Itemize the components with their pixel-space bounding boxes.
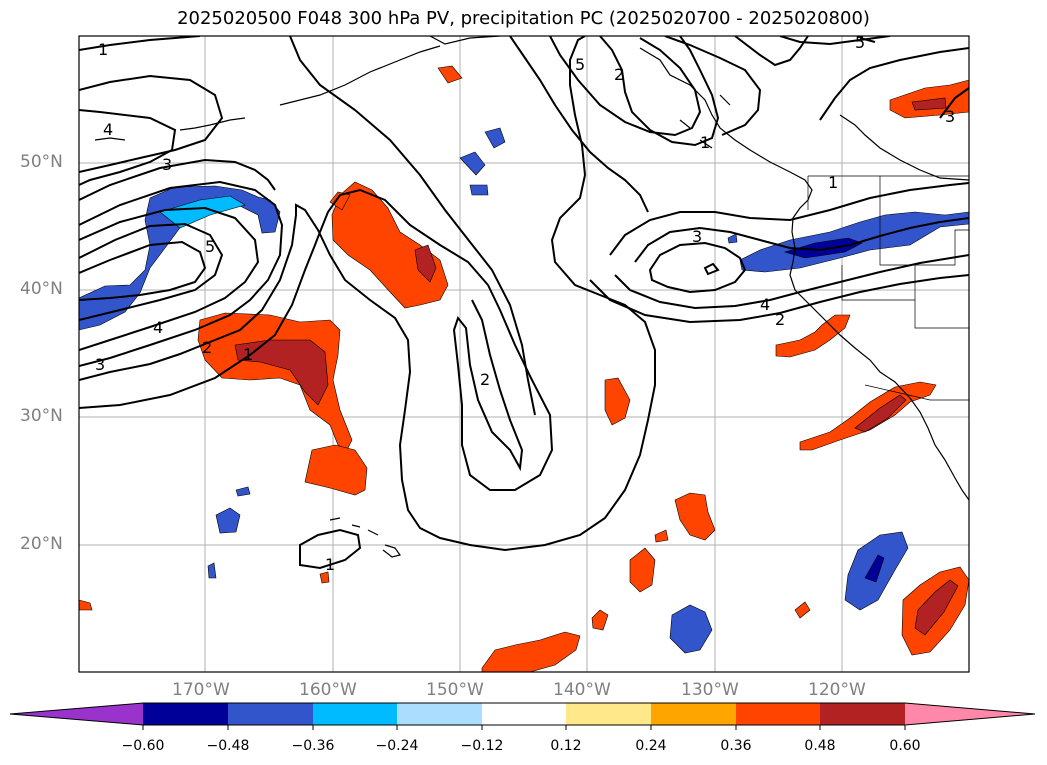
colorbar-tick-label: 0.60 [889,738,921,754]
contour-label: 1 [243,345,253,364]
colorbar-segment [10,703,143,725]
contour-label: 4 [103,120,113,139]
contour-label: 5 [575,55,585,74]
lat-label-20n: 20°N [20,534,63,554]
contour-label: 1 [700,133,710,152]
lon-label-120w: 120°W [808,680,866,700]
colorbar-tick-label: −0.12 [460,738,504,754]
contour-label: 5 [205,237,215,256]
map-title: 2025020500 F048 300 hPa PV, precipitatio… [177,8,870,29]
pv-contours [79,36,969,570]
contour-label: 3 [162,155,172,174]
colorbar-segment [228,703,313,725]
colorbar-tick-label: −0.24 [375,738,419,754]
negative-area-west [79,185,281,331]
contour-label: 2 [775,310,785,329]
contour-label: 3 [692,227,702,246]
contour-label: 2 [480,370,490,389]
colorbar-tick-label: −0.36 [291,738,335,754]
gridlines [79,36,969,672]
lat-label-30n: 30°N [20,406,63,426]
contour-label: 2 [614,65,624,84]
colorbar-tick-label: 0.12 [550,738,582,754]
positive-precip-areas [79,65,969,672]
lon-label-150w: 150°W [426,680,484,700]
contour-label: 1 [98,40,108,59]
lon-label-160w: 160°W [299,680,357,700]
lon-label-170w: 170°W [172,680,230,700]
colorbar-segment [651,703,736,725]
colorbar-segment [736,703,820,725]
colorbar-segment [905,703,1035,725]
contour-labels: 1 2 3 4 5 1 2 3 4 5 2 1 3 4 2 1 5 3 1 [95,33,955,574]
lon-label-130w: 130°W [681,680,739,700]
negative-precip-areas [79,127,969,654]
lat-label-50n: 50°N [20,152,63,172]
colorbar-tick-label: 0.48 [804,738,836,754]
colorbar [9,702,1036,730]
contour-label: 2 [202,338,212,357]
colorbar-tick-label: −0.48 [206,738,250,754]
lat-label-40n: 40°N [20,279,63,299]
colorbar-segment [397,703,482,725]
colorbar-tick-label: −0.60 [121,738,165,754]
contour-label: 1 [325,555,335,574]
contour-label: 3 [95,355,105,374]
contour-label: 1 [828,173,838,192]
colorbar-segment [313,703,397,725]
contour-label: 3 [945,107,955,126]
map-frame [78,35,970,673]
contour-label: 4 [153,318,163,337]
contour-label: 5 [855,33,865,52]
colorbar-segment [820,703,905,725]
colorbar-tick-label: 0.24 [635,738,667,754]
coastlines [94,36,969,558]
colorbar-tick-label: 0.36 [720,738,752,754]
colorbar-segment [143,703,228,725]
lon-label-140w: 140°W [553,680,611,700]
positive-area-central [331,181,449,309]
colorbar-segment [482,703,566,725]
contour-label: 4 [760,295,770,314]
colorbar-segment [566,703,651,725]
